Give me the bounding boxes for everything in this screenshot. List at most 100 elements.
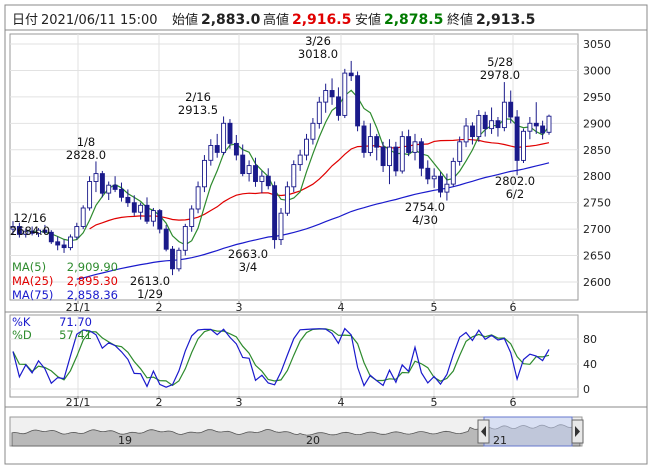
- annotation-date: 6/2: [506, 187, 525, 201]
- candle-body: [310, 122, 316, 140]
- high-label: 高値: [263, 12, 289, 28]
- date-tick-label: 3: [236, 301, 243, 314]
- stochastic-legend-value: 71.70: [59, 315, 92, 329]
- stochastic-legend: %K 71.70 %D 57.41: [12, 315, 92, 342]
- stochastic-tick-label: 40: [583, 358, 597, 371]
- price-tick-label: 3050: [583, 38, 611, 51]
- stochastic-d-line: [12, 328, 550, 387]
- date-tick-label: 2: [156, 396, 163, 409]
- stochastic-k-line: [12, 327, 550, 388]
- price-tick-label: 2750: [583, 197, 611, 210]
- candle-body: [214, 145, 220, 153]
- candle-body: [80, 207, 86, 227]
- candle-body: [265, 175, 271, 187]
- close-value: 2,913.5: [476, 12, 535, 28]
- price-grid: [10, 34, 578, 300]
- stochastic-legend-name: %D: [12, 328, 32, 342]
- date-label: 日付: [12, 13, 38, 28]
- candle-body: [246, 165, 252, 174]
- candle-body: [221, 122, 227, 153]
- stochastic-d-series: [12, 328, 550, 387]
- high-value: 2,916.5: [292, 12, 351, 28]
- candle-body: [508, 101, 514, 118]
- candle-body: [125, 196, 131, 204]
- annotation-date: 3/26: [305, 34, 331, 48]
- candle-body: [189, 208, 195, 227]
- candle-body: [272, 185, 278, 241]
- candle-body: [93, 173, 99, 182]
- stochastic-tick-label: 0: [583, 383, 590, 396]
- year-axis-overview: 19 20 21: [118, 434, 507, 447]
- candle-body: [10, 226, 16, 230]
- low-label: 安値: [355, 12, 381, 28]
- price-tick-label: 2800: [583, 170, 611, 183]
- annotation-value: 2684.0: [10, 224, 50, 238]
- annotation-date: 2/16: [185, 90, 211, 104]
- price-tick-label: 2700: [583, 223, 611, 236]
- candle-body: [87, 181, 93, 209]
- candle-body: [157, 210, 163, 230]
- candle-body: [367, 136, 373, 153]
- ma75-series: [76, 162, 550, 280]
- candle-body: [170, 248, 175, 270]
- date-axis-stochastic: 21/1 2 3 4 5 6: [66, 396, 517, 409]
- candle-body: [393, 146, 399, 172]
- candle-body: [329, 90, 335, 98]
- annotation-date: 5/28: [487, 55, 513, 69]
- candle-body: [284, 186, 290, 214]
- date-tick-label: 21/1: [66, 396, 91, 409]
- annotation-date: 3/4: [239, 260, 258, 274]
- candle-body: [495, 120, 501, 129]
- legend-value: 2,909.90: [67, 260, 118, 274]
- candle-body: [412, 141, 418, 153]
- candle-body: [61, 244, 67, 249]
- candle-body: [438, 175, 443, 193]
- candle-body: [55, 241, 61, 246]
- candle-body: [304, 138, 309, 156]
- legend-name: MA(75): [12, 288, 53, 302]
- candle-body: [202, 159, 207, 188]
- chevron-left-icon: [481, 426, 486, 437]
- candle-body: [501, 101, 507, 129]
- candle-body: [233, 142, 239, 156]
- candle-body: [278, 212, 284, 241]
- candle-body: [131, 202, 137, 213]
- candle-body: [297, 154, 303, 166]
- candle-body: [182, 226, 188, 251]
- annotation-date: 12/16: [13, 211, 46, 225]
- legend-value: 2,895.30: [67, 274, 118, 288]
- candle-body: [521, 130, 526, 161]
- annotation-value: 2828.0: [66, 148, 106, 162]
- candle-body: [527, 122, 533, 132]
- candle-body: [176, 249, 182, 270]
- stochastic-axis: 80 40 0: [583, 333, 597, 396]
- candle-body: [74, 226, 80, 238]
- candle-body: [36, 229, 41, 234]
- candle-body: [119, 188, 124, 198]
- stochastic-tick-label: 80: [583, 333, 597, 346]
- annotation-value: 2663.0: [228, 247, 268, 261]
- annotation-value: 2913.5: [178, 103, 218, 117]
- candle-body: [195, 186, 201, 210]
- candle-body: [112, 184, 118, 190]
- close-label: 終値: [447, 12, 473, 28]
- price-axis: 3050 3000 2950 2900 2850 2800 2750 2700 2650 2600: [583, 38, 611, 289]
- date-axis-price: 21/1 2 3 4 5 6: [66, 301, 517, 314]
- year-tick-label: 20: [306, 434, 320, 447]
- candle-body: [323, 90, 329, 103]
- annotation-value: 2802.0: [495, 174, 535, 188]
- stochastic-k-series: [12, 327, 550, 388]
- year-tick-label: 19: [118, 434, 132, 447]
- candle-body: [450, 160, 456, 185]
- price-tick-label: 2650: [583, 250, 611, 263]
- candle-body: [42, 229, 48, 233]
- candle-body: [23, 230, 29, 235]
- candle-body: [361, 125, 367, 153]
- candle-body: [380, 146, 386, 167]
- candle-body: [342, 72, 348, 116]
- candle-body: [48, 231, 54, 243]
- annotation-value: 2613.0: [130, 274, 170, 288]
- date-tick-label: 6: [510, 396, 517, 409]
